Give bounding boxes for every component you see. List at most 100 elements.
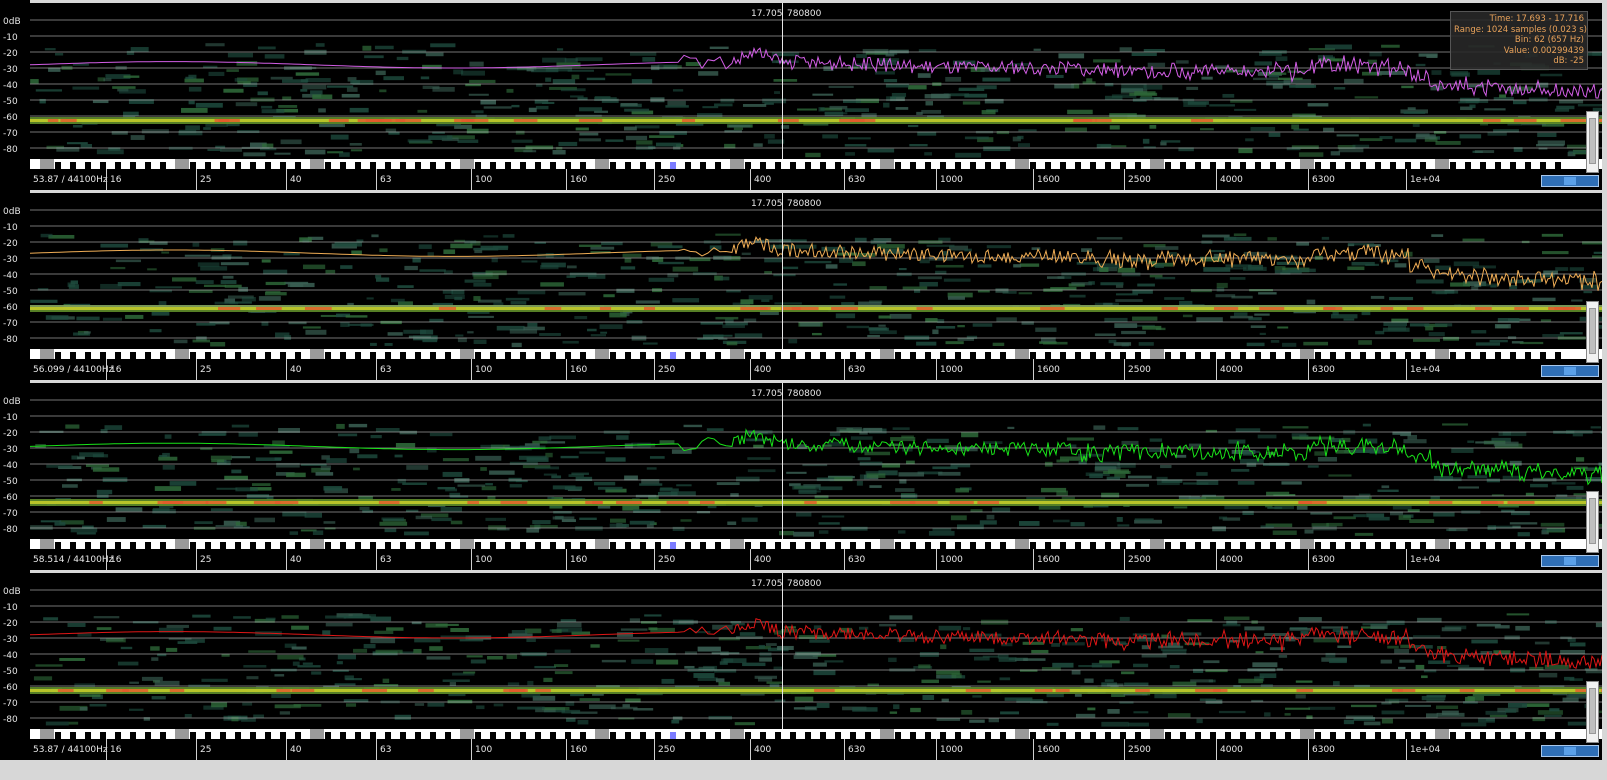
tick-mark [1195,352,1201,359]
tick-mark [730,349,744,359]
tick-mark [70,352,76,359]
tick-mark [1060,542,1066,549]
tick-mark [760,162,766,169]
tick-mark [760,732,766,739]
tick-mark [130,162,136,169]
frequency-label: 1600 [1037,745,1060,755]
tick-mark [1075,162,1081,169]
frequency-divider [1308,169,1309,190]
db-axis: 0dB -10 -20 -30 -40 -50 -60 -70 -80 [0,190,30,380]
tick-mark [1135,352,1141,359]
zoom-slider[interactable] [1541,745,1599,757]
zoom-slider-grip[interactable] [1564,367,1576,375]
db-label: 0dB [3,397,21,407]
tick-mark [1060,732,1066,739]
tick-mark [415,542,421,549]
frequency-label: 250 [658,175,675,185]
tick-mark [1045,162,1051,169]
tick-mark [1030,732,1036,739]
frequency-label: 160 [570,555,587,565]
spectrum-svg [30,573,1602,729]
db-label: -70 [3,509,18,519]
frequency-divider [376,549,377,570]
db-label: -40 [3,461,18,471]
tick-mark [1525,542,1531,549]
tick-mark [205,162,211,169]
tick-mark [160,162,166,169]
zoom-slider[interactable] [1541,555,1599,567]
spectrogram-plot[interactable]: 17.705 780800 53.87 / 44100Hz 16 25 40 63 100… [30,573,1602,760]
frequency-tick-strip[interactable] [30,539,1602,549]
tick-mark [250,162,256,169]
scrollbar-thumb[interactable] [1589,498,1596,544]
tick-mark [310,729,324,739]
tick-mark [880,729,894,739]
tick-mark [1540,162,1546,169]
scrollbar-thumb[interactable] [1589,308,1596,354]
tick-mark [775,732,781,739]
tick-mark [730,729,744,739]
tick-mark [925,162,931,169]
frequency-tick-strip[interactable] [30,159,1602,169]
tick-mark [295,732,301,739]
db-label: -60 [3,113,18,123]
tick-mark [445,162,451,169]
tooltip-range: Range: 1024 samples (0.023 s) [1454,25,1584,36]
tick-mark [1435,539,1449,549]
frequency-divider [471,739,472,760]
frequency-tick-strip[interactable] [30,729,1602,739]
spectrum-svg [30,193,1602,349]
tick-mark [1420,732,1426,739]
tick-mark [295,162,301,169]
tick-mark [145,352,151,359]
zoom-slider-grip[interactable] [1564,557,1576,565]
tick-mark [850,732,856,739]
tick-mark [340,732,346,739]
frequency-divider [936,169,937,190]
frequency-divider [376,739,377,760]
scrollbar-thumb[interactable] [1589,118,1596,164]
tick-mark [1225,732,1231,739]
tick-mark [1465,542,1471,549]
zoom-slider-grip[interactable] [1564,747,1576,755]
frequency-label: 250 [658,745,675,755]
frequency-divider [844,739,845,760]
frequency-divider [376,359,377,380]
frequency-divider [1033,359,1034,380]
frequency-label: 1000 [940,365,963,375]
tick-mark [1075,352,1081,359]
vertical-scrollbar[interactable] [1586,491,1599,553]
tick-mark [1225,352,1231,359]
spectrogram-plot[interactable]: 17.705 780800 56.099 / 44100Hz 16 25 40 63 10… [30,193,1602,380]
frequency-label: 25 [200,745,211,755]
tick-mark [1540,542,1546,549]
tick-mark [1135,542,1141,549]
tick-mark [1480,542,1486,549]
scrollbar-thumb[interactable] [1589,688,1596,734]
tick-mark [550,542,556,549]
tick-mark [115,732,121,739]
tick-mark [145,162,151,169]
tick-mark [520,162,526,169]
frequency-label: 4000 [1220,555,1243,565]
vertical-scrollbar[interactable] [1586,111,1599,173]
spectrogram-plot[interactable]: 17.705 780800 58.514 / 44100Hz 16 25 40 63 10… [30,383,1602,570]
frequency-divider [286,169,287,190]
tick-mark [400,162,406,169]
db-label: -10 [3,603,18,613]
tick-mark [685,542,691,549]
zoom-slider[interactable] [1541,365,1599,377]
vertical-scrollbar[interactable] [1586,681,1599,743]
db-label: -60 [3,493,18,503]
frequency-divider [106,549,107,570]
frequency-tick-strip[interactable] [30,349,1602,359]
tick-mark [310,159,324,169]
spectrogram-plot[interactable]: 17.705 780800 53.87 / 44100Hz 16 25 40 63 100… [30,3,1602,190]
frequency-axis: 53.87 / 44100Hz 16 25 40 63 100 160 250 400 630 10… [30,739,1602,760]
zoom-slider[interactable] [1541,175,1599,187]
cursor-time-label: 17.705 [751,199,783,209]
zoom-slider-grip[interactable] [1564,177,1576,185]
vertical-scrollbar[interactable] [1586,301,1599,363]
tick-mark [70,542,76,549]
tick-mark [805,162,811,169]
